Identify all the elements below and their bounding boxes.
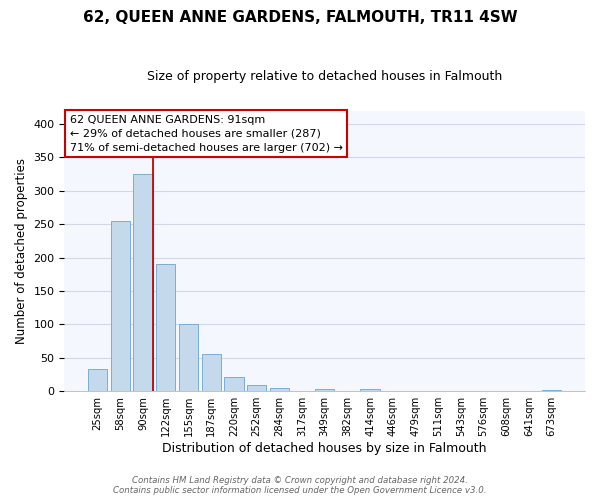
Title: Size of property relative to detached houses in Falmouth: Size of property relative to detached ho… (147, 70, 502, 83)
Bar (88, 369, 107, 391)
Text: Contains HM Land Registry data © Crown copyright and database right 2024.
Contai: Contains HM Land Registry data © Crown c… (113, 476, 487, 495)
Bar (315, 389, 334, 391)
Bar (133, 174, 153, 391)
Bar (361, 389, 380, 391)
Bar (224, 377, 244, 391)
Text: 62 QUEEN ANNE GARDENS: 91sqm
← 29% of detached houses are smaller (287)
71% of s: 62 QUEEN ANNE GARDENS: 91sqm ← 29% of de… (70, 115, 343, 153)
X-axis label: Distribution of detached houses by size in Falmouth: Distribution of detached houses by size … (163, 442, 487, 455)
Bar (179, 324, 198, 391)
Bar (156, 264, 175, 391)
Text: 62, QUEEN ANNE GARDENS, FALMOUTH, TR11 4SW: 62, QUEEN ANNE GARDENS, FALMOUTH, TR11 4… (83, 10, 517, 25)
Bar (111, 221, 130, 391)
Y-axis label: Number of detached properties: Number of detached properties (15, 158, 28, 344)
Bar (542, 390, 562, 391)
Bar (202, 354, 221, 391)
Bar (247, 384, 266, 391)
Bar (269, 388, 289, 391)
